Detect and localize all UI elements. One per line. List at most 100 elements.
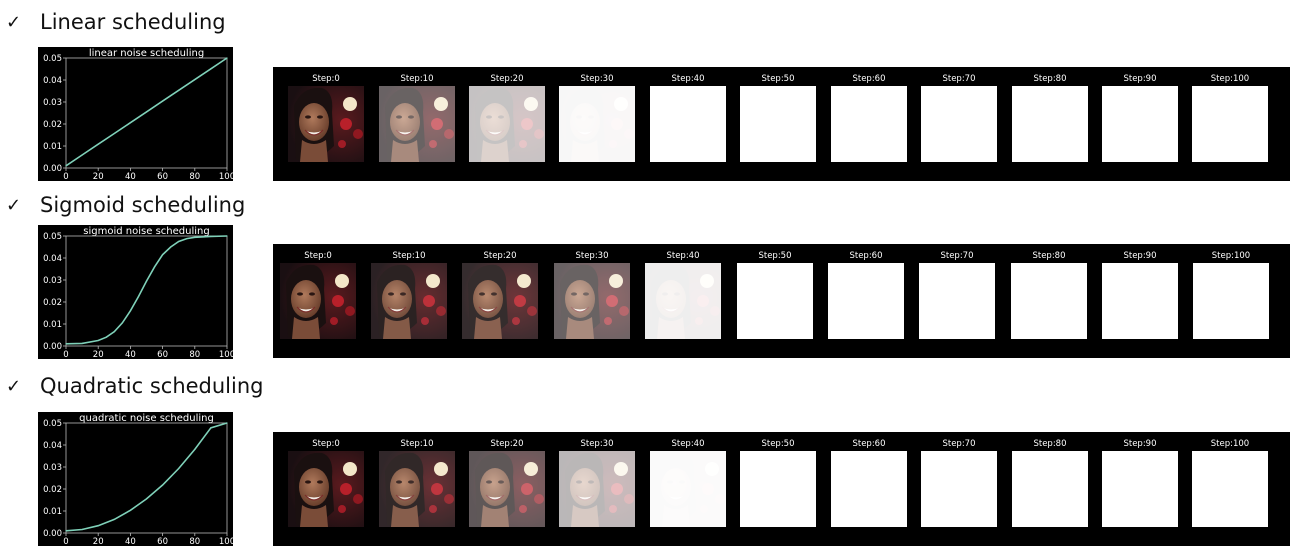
x-tick-label: 40 bbox=[125, 537, 136, 546]
y-tick-label: 0.05 bbox=[43, 419, 62, 429]
x-tick-label: 0 bbox=[63, 172, 68, 181]
step-image bbox=[469, 86, 545, 162]
sigmoid-frame-strip: Step:0 Step:10 Ste bbox=[273, 244, 1290, 358]
step-frame: Step:50 bbox=[740, 67, 816, 181]
schedule-point bbox=[65, 343, 67, 345]
schedule-point bbox=[226, 235, 228, 237]
step-label: Step:70 bbox=[942, 439, 976, 449]
step-frame: Step:30 bbox=[554, 244, 630, 358]
noise-overlay bbox=[469, 86, 545, 162]
face-thumbnail bbox=[288, 86, 364, 162]
noise-schedule-svg: linear noise scheduling 0.00 0.01 0.02 0.03 0… bbox=[43, 48, 233, 181]
plot-frame bbox=[65, 422, 228, 534]
schedule-point bbox=[178, 240, 180, 243]
y-tick-label: 0.04 bbox=[43, 254, 62, 264]
step-frame: Step:0 bbox=[288, 67, 364, 181]
step-frame: Step:50 bbox=[740, 432, 816, 546]
y-tick-label: 0.03 bbox=[43, 98, 62, 108]
y-tick-label: 0.02 bbox=[43, 298, 62, 308]
step-label: Step:80 bbox=[1033, 74, 1067, 84]
x-tick-label: 40 bbox=[125, 350, 136, 359]
step-label: Step:90 bbox=[1123, 439, 1157, 449]
schedule-point bbox=[65, 530, 67, 532]
schedule-point bbox=[145, 111, 148, 113]
step-image bbox=[921, 86, 997, 162]
schedule-point bbox=[178, 467, 180, 470]
sigmoid-noise-chart: sigmoid noise scheduling 0.00 0.01 0.02 0.03… bbox=[38, 225, 233, 359]
step-frame: Step:60 bbox=[831, 432, 907, 546]
schedule-point bbox=[210, 68, 212, 70]
y-tick-label: 0.04 bbox=[43, 76, 62, 86]
step-label: Step:100 bbox=[1210, 74, 1250, 84]
checkmark-icon: ✓ bbox=[6, 194, 22, 216]
y-tick-label: 0.02 bbox=[43, 485, 62, 495]
step-frame: Step:100 bbox=[1193, 244, 1269, 358]
step-label: Step:60 bbox=[852, 439, 886, 449]
schedule-point bbox=[153, 266, 156, 268]
schedule-point bbox=[162, 484, 164, 486]
noise-schedule-svg: sigmoid noise scheduling 0.00 0.01 0.02 0.03… bbox=[43, 226, 233, 359]
y-tick-label: 0.05 bbox=[43, 232, 62, 242]
step-label: Step:0 bbox=[312, 439, 340, 449]
step-image bbox=[645, 263, 721, 339]
step-frame: Step:0 bbox=[280, 244, 356, 358]
step-label: Step:90 bbox=[1123, 251, 1157, 261]
schedule-point bbox=[226, 422, 228, 424]
step-image bbox=[288, 86, 364, 162]
step-label: Step:0 bbox=[312, 74, 340, 84]
schedule-point bbox=[145, 280, 148, 282]
step-label: Step:50 bbox=[761, 439, 795, 449]
step-label: Step:10 bbox=[400, 439, 434, 449]
step-label: Step:40 bbox=[671, 74, 705, 84]
step-image bbox=[1193, 263, 1269, 339]
schedule-point bbox=[178, 89, 180, 91]
x-tick-label: 20 bbox=[93, 537, 104, 546]
schedule-point bbox=[113, 331, 115, 333]
step-label: Step:20 bbox=[490, 439, 524, 449]
y-tick-label: 0.01 bbox=[43, 320, 62, 330]
noise-overlay bbox=[371, 263, 447, 339]
schedule-point bbox=[81, 528, 83, 531]
y-tick-label: 0.02 bbox=[43, 120, 62, 130]
section-title: Sigmoid scheduling bbox=[40, 193, 246, 217]
step-label: Step:60 bbox=[849, 251, 883, 261]
step-image bbox=[1102, 263, 1178, 339]
step-frame: Step:90 bbox=[1102, 432, 1178, 546]
step-image bbox=[1102, 451, 1178, 527]
step-label: Step:80 bbox=[1033, 439, 1067, 449]
face-thumbnail bbox=[554, 263, 630, 339]
step-image bbox=[1192, 86, 1268, 162]
face-thumbnail bbox=[462, 263, 538, 339]
step-label: Step:0 bbox=[304, 251, 332, 261]
step-frame: Step:40 bbox=[645, 244, 721, 358]
schedule-point bbox=[65, 165, 67, 167]
chart-title: sigmoid noise scheduling bbox=[83, 226, 209, 237]
schedule-line bbox=[65, 235, 228, 345]
step-frame: Step:70 bbox=[921, 67, 997, 181]
step-frame: Step:40 bbox=[650, 67, 726, 181]
step-label: Step:70 bbox=[942, 74, 976, 84]
noise-overlay bbox=[559, 86, 635, 162]
schedule-point bbox=[137, 295, 140, 298]
step-label: Step:50 bbox=[758, 251, 792, 261]
step-image bbox=[288, 451, 364, 527]
schedule-point bbox=[129, 122, 131, 124]
noise-overlay bbox=[559, 451, 635, 527]
section-title: Quadratic scheduling bbox=[40, 374, 264, 398]
x-tick-label: 0 bbox=[63, 537, 68, 546]
x-tick-label: 80 bbox=[189, 537, 200, 546]
noise-overlay bbox=[379, 451, 455, 527]
schedule-point bbox=[210, 235, 212, 238]
linear-noise-chart: linear noise scheduling 0.00 0.01 0.02 0.03 0… bbox=[38, 47, 233, 181]
step-image bbox=[650, 86, 726, 162]
x-tick-label: 60 bbox=[157, 537, 168, 546]
step-frame: Step:10 bbox=[371, 244, 447, 358]
schedule-point bbox=[162, 254, 164, 256]
step-frame: Step:40 bbox=[650, 432, 726, 546]
checkmark-icon: ✓ bbox=[6, 375, 22, 397]
schedule-point bbox=[145, 498, 148, 500]
step-frame: Step:50 bbox=[737, 244, 813, 358]
step-label: Step:30 bbox=[575, 251, 609, 261]
schedule-point bbox=[97, 339, 99, 342]
step-image bbox=[1012, 451, 1088, 527]
